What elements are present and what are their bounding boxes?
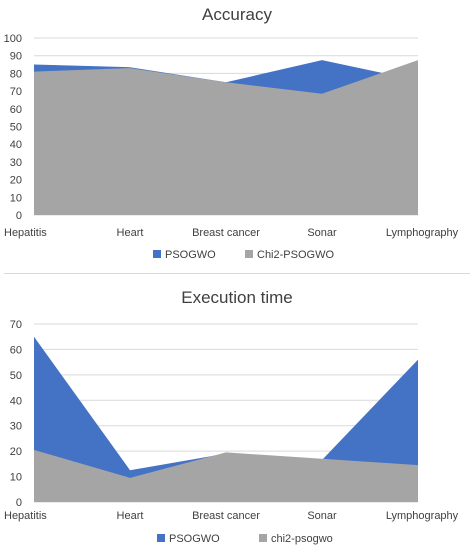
y-tick-label: 70 [10,86,22,98]
y-tick-label: 100 [4,33,22,45]
x-tick-label: Lymphography [386,227,459,239]
execution-time-chart: Execution time 0 10 20 30 40 50 60 70 Hepatitis He… [4,288,459,545]
accuracy-chart: Accuracy 0 10 20 30 40 50 60 70 80 90 100 Hepatitis H… [4,5,459,261]
y-tick-label: 10 [10,472,22,484]
x-tick-label: Heart [117,227,144,239]
legend-label: chi2-psogwo [271,533,333,545]
y-tick-label: 40 [10,395,22,407]
legend-swatch-chi2-psogwo [259,534,267,542]
y-tick-label: 70 [10,319,22,331]
y-tick-label: 80 [10,68,22,80]
y-tick-label: 10 [10,192,22,204]
y-tick-label: 20 [10,446,22,458]
x-tick-label: Breast cancer [192,227,260,239]
chart-title: Accuracy [202,5,272,24]
y-tick-label: 90 [10,51,22,63]
x-tick-label: Hepatitis [4,227,47,239]
y-tick-label: 50 [10,122,22,134]
area-chi2-psogwo [34,60,418,215]
legend-swatch-psogwo [157,534,165,542]
y-tick-label: 0 [16,497,22,509]
y-tick-label: 20 [10,175,22,187]
y-tick-label: 60 [10,344,22,356]
x-tick-label: Sonar [307,227,337,239]
x-tick-label: Lymphography [386,510,459,522]
legend-label: PSOGWO [169,533,220,545]
area-chi2-psogwo [34,449,418,502]
legend-label: Chi2-PSOGWO [257,249,334,261]
y-tick-label: 60 [10,104,22,116]
x-tick-label: Hepatitis [4,510,47,522]
chart-title: Execution time [181,288,293,307]
y-tick-label: 30 [10,421,22,433]
x-tick-label: Breast cancer [192,510,260,522]
chart-divider [4,273,470,274]
y-tick-label: 30 [10,157,22,169]
y-tick-label: 40 [10,139,22,151]
legend-label: PSOGWO [165,249,216,261]
x-tick-label: Heart [117,510,144,522]
legend-swatch-chi2-psogwo [245,250,253,258]
y-tick-label: 50 [10,370,22,382]
legend-swatch-psogwo [153,250,161,258]
y-tick-label: 0 [16,210,22,222]
x-tick-label: Sonar [307,510,337,522]
